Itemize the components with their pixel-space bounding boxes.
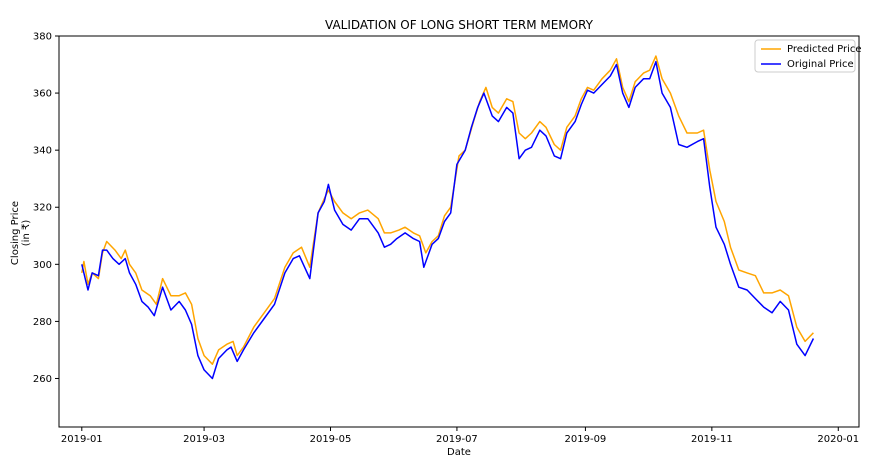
y-tick-label: 300 xyxy=(33,260,52,271)
x-tick-label: 2019-11 xyxy=(691,434,733,445)
series-line-original-price xyxy=(81,60,815,380)
legend-label-predicted: Predicted Price xyxy=(787,44,862,55)
chart-title: VALIDATION OF LONG SHORT TERM MEMORY xyxy=(325,18,594,32)
x-axis: 2019-01 2019-03 2019-05 2019-07 2019-09 2019-… xyxy=(61,427,859,445)
x-tick-label: 2019-01 xyxy=(61,434,103,445)
plot-area xyxy=(81,55,815,380)
y-tick-label: 360 xyxy=(33,89,52,100)
y-tick-label: 320 xyxy=(33,203,52,214)
x-tick-label: 2019-03 xyxy=(183,434,225,445)
legend-label-original: Original Price xyxy=(787,59,854,70)
y-tick-label: 380 xyxy=(33,32,52,43)
y-axis-title: Closing Price xyxy=(10,201,21,265)
x-axis-title: Date xyxy=(447,447,471,458)
y-axis: 260 280 300 320 340 360 380 xyxy=(33,32,59,385)
y-tick-label: 260 xyxy=(33,374,52,385)
x-tick-label: 2019-09 xyxy=(565,434,607,445)
x-tick-label: 2019-05 xyxy=(310,434,352,445)
x-tick-label: 2019-07 xyxy=(436,434,478,445)
y-axis-unit: (in ₹) xyxy=(21,220,32,247)
series-line-predicted-price xyxy=(81,55,814,365)
y-tick-label: 340 xyxy=(33,146,52,157)
x-tick-label: 2020-01 xyxy=(817,434,859,445)
y-tick-label: 280 xyxy=(33,317,52,328)
plot-frame xyxy=(58,35,860,428)
legend: Predicted Price Original Price xyxy=(754,39,862,73)
